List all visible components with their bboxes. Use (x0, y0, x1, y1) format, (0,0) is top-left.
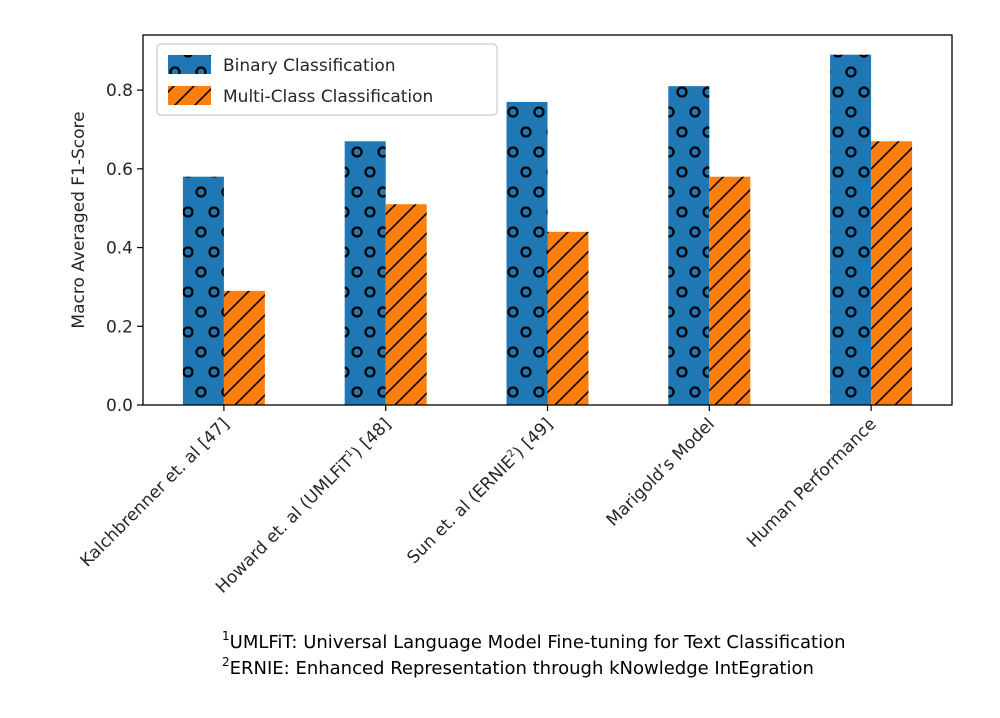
footnote-1: 1UMLFiT: Universal Language Model Fine-t… (222, 629, 846, 653)
footnotes: 1UMLFiT: Universal Language Model Fine-t… (222, 629, 846, 679)
bars-group (182, 54, 913, 406)
bar-multiclass-3 (709, 176, 751, 405)
y-tick-label: 0.0 (106, 396, 133, 416)
legend: Binary Classification Multi-Class Classif… (156, 43, 498, 116)
x-tick-label: Sun et. al (ERNIE2) [49] (403, 414, 557, 568)
x-tick-label: Marigold’s Model (603, 414, 719, 530)
x-tick-label: Human Performance (743, 414, 880, 551)
bar-binary-2 (506, 101, 548, 406)
y-tick-label: 0.8 (106, 81, 133, 101)
bar-binary-1 (344, 141, 386, 405)
y-tick-label: 0.4 (106, 239, 133, 259)
legend-swatch-multiclass (168, 86, 211, 105)
y-tick-label: 0.2 (106, 317, 133, 337)
bar-multiclass-2 (547, 231, 589, 405)
footnote-2: 2ERNIE: Enhanced Representation through … (222, 655, 814, 679)
bar-binary-4 (830, 54, 872, 406)
bar-binary-0 (182, 176, 224, 405)
legend-swatch-binary (168, 55, 211, 74)
x-tick-label: Howard et. al (UMLFiT1) [48] (212, 414, 395, 597)
bar-binary-3 (668, 86, 710, 405)
bar-multiclass-4 (871, 141, 913, 405)
legend-box (156, 43, 498, 116)
bar-multiclass-0 (223, 290, 265, 405)
y-axis-label: Macro Averaged F1-Score (69, 111, 89, 328)
legend-label-binary: Binary Classification (223, 56, 396, 76)
legend-label-multiclass: Multi-Class Classification (223, 87, 433, 107)
bar-multiclass-1 (385, 204, 427, 405)
y-tick-label: 0.6 (106, 160, 133, 180)
x-tick-label: Kalchbrenner et. al [47] (77, 414, 234, 571)
